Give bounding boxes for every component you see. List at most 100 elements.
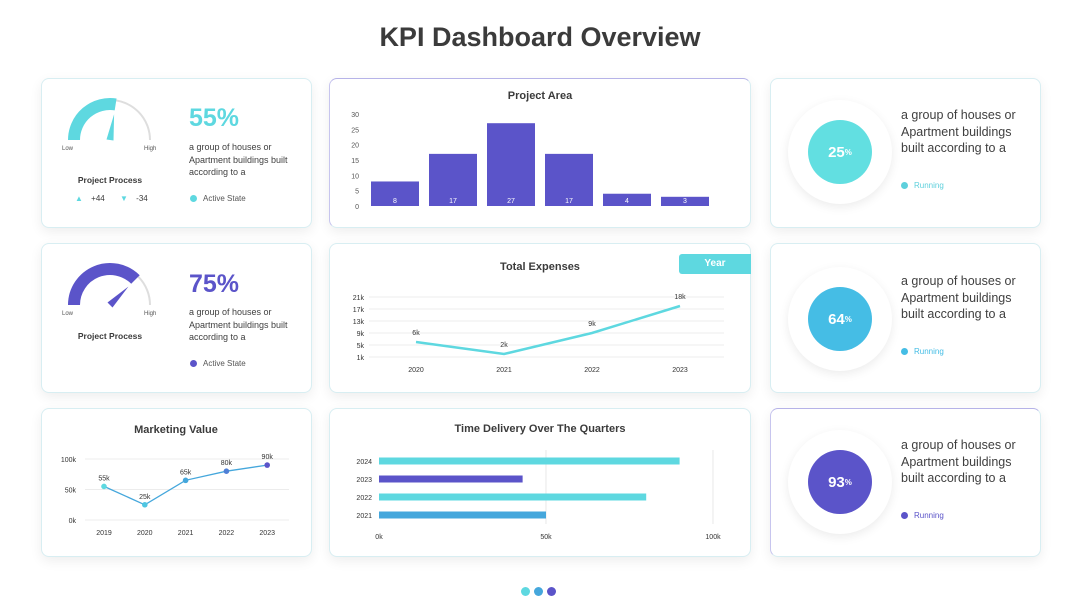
kpi-description: a group of houses or Apartment buildings… <box>189 307 288 342</box>
total-expenses-chart: Total Expenses 1k 5k 9k 13k 17k 21k 6k 2020 2k 202… <box>353 261 724 374</box>
y-tick-label: 2023 <box>356 477 372 484</box>
y-tick-label: 5k <box>357 343 365 350</box>
pagination-dots <box>521 583 560 601</box>
y-tick-label: 2021 <box>356 513 372 520</box>
y-tick-label: 1k <box>357 355 365 362</box>
status-dot-icon <box>901 512 908 520</box>
time-delivery-chart: Time Delivery Over The Quarters 0k 50k 100k… <box>356 423 721 541</box>
x-tick-label: 2020 <box>408 367 424 374</box>
pagination-dot[interactable] <box>521 587 530 596</box>
x-tick-label: 2023 <box>259 530 275 537</box>
y-tick-label: 5 <box>355 189 359 196</box>
x-tick-label: 2022 <box>584 367 600 374</box>
data-label: 90k <box>262 454 274 461</box>
bar <box>379 475 523 483</box>
y-tick-label: 20 <box>351 143 359 150</box>
donut-value: 93% <box>808 450 872 514</box>
x-tick-label: 2021 <box>496 367 512 374</box>
y-tick-label: 2024 <box>356 459 372 466</box>
gauge-fill <box>68 263 140 306</box>
gauge-name: Project Process <box>77 331 143 341</box>
x-tick-label: 2020 <box>137 530 153 537</box>
x-tick-label: 0k <box>375 534 383 541</box>
data-label: 17 <box>565 198 573 205</box>
status-running: Running <box>901 347 944 356</box>
legend-active-state: Active State <box>190 194 246 203</box>
donut-ring: 93% <box>788 430 892 534</box>
bar <box>661 196 709 206</box>
series-line <box>415 304 681 356</box>
data-label: 55k <box>98 475 110 482</box>
data-label: 80k <box>221 460 233 467</box>
gauge-chart: Low High <box>62 263 156 317</box>
y-tick-label: 9k <box>357 331 365 338</box>
chart-title: Time Delivery Over The Quarters <box>455 423 626 435</box>
bar <box>371 181 419 206</box>
y-tick-label: 10 <box>351 173 359 180</box>
data-point <box>101 483 107 490</box>
kpi-percent: 55% <box>189 104 240 132</box>
trend-down-value: -34 <box>136 194 148 203</box>
y-tick-label: 21k <box>353 295 365 302</box>
pagination-dot[interactable] <box>547 587 556 596</box>
pagination-dot[interactable] <box>534 587 543 596</box>
chart-title: Marketing Value <box>134 424 218 436</box>
trend-up: ▲ +44 <box>75 194 105 203</box>
gauge-name: Project Process <box>77 175 143 185</box>
legend-dot-icon <box>190 195 197 203</box>
year-button[interactable]: Year <box>679 254 751 274</box>
page-title: KPI Dashboard Overview <box>379 22 701 52</box>
kpi-card-project-process-75 <box>41 243 312 393</box>
status-dot-icon <box>901 182 908 190</box>
x-tick-label: 2019 <box>96 530 112 537</box>
y-tick-label: 0 <box>355 204 359 211</box>
y-tick-label: 17k <box>353 307 365 314</box>
status-dot-icon <box>901 348 908 356</box>
x-tick-label: 2022 <box>219 530 235 537</box>
y-tick-label: 13k <box>353 319 365 326</box>
trend-down: ▼ -34 <box>120 194 148 203</box>
y-tick-label: 2022 <box>356 495 372 502</box>
bar <box>429 153 477 206</box>
marketing-value-chart: Marketing Value 0k 50k 100k 55k 2019 25k 2020 65… <box>61 424 289 537</box>
data-label: 4 <box>625 198 629 205</box>
donut-value: 25% <box>808 120 872 184</box>
x-tick-label: 50k <box>540 534 552 541</box>
gauge-low-label: Low <box>62 146 74 152</box>
data-label: 6k <box>412 330 420 337</box>
y-tick-label: 100k <box>61 457 77 464</box>
legend-dot-icon <box>190 360 197 368</box>
data-point <box>223 468 230 474</box>
triangle-down-icon: ▼ <box>120 194 128 203</box>
triangle-up-icon: ▲ <box>75 194 83 203</box>
trend-up-value: +44 <box>91 194 105 203</box>
legend-active-state: Active State <box>190 359 246 368</box>
gauge-low-label: Low <box>62 311 74 317</box>
status-running: Running <box>901 511 944 520</box>
kpi-percent: 75% <box>189 270 240 298</box>
kpi-card-project-process-55 <box>41 78 312 228</box>
data-label: 27 <box>507 198 515 205</box>
bar <box>545 153 593 206</box>
running-description: a group of houses or Apartment buildings… <box>901 438 1016 485</box>
x-tick-label: 2023 <box>672 367 688 374</box>
donut-value: 64% <box>808 287 872 351</box>
chart-title: Project Area <box>508 90 573 102</box>
donut-ring: 25% <box>788 100 892 204</box>
gauge-high-label: High <box>144 311 156 317</box>
chart-title: Total Expenses <box>500 261 580 273</box>
bar <box>379 493 647 501</box>
bar <box>487 123 535 206</box>
gauge-chart: Low High <box>62 98 156 152</box>
data-point <box>182 477 189 484</box>
marketing-value-card <box>41 408 312 557</box>
data-label: 25k <box>139 494 151 501</box>
data-label: 18k <box>674 294 686 301</box>
x-tick-label: 2021 <box>178 530 194 537</box>
gauge-high-label: High <box>144 146 156 152</box>
data-label: 2k <box>500 342 508 349</box>
running-description: a group of houses or Apartment buildings… <box>901 274 1016 321</box>
y-tick-label: 15 <box>351 158 359 165</box>
data-label: 17 <box>449 198 457 205</box>
gauge-fill <box>68 98 117 141</box>
